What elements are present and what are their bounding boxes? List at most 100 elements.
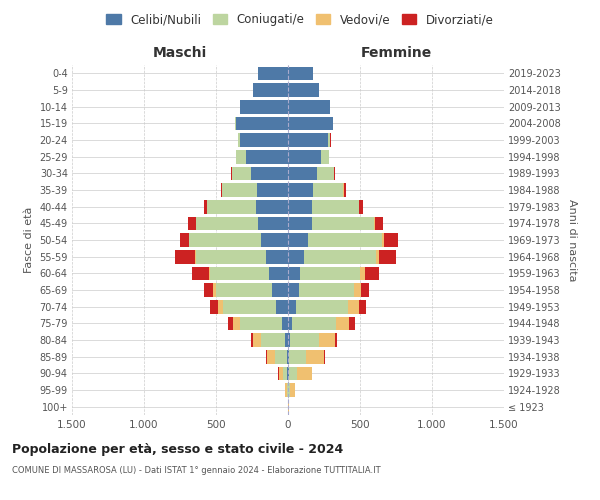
- Y-axis label: Anni di nascita: Anni di nascita: [566, 198, 577, 281]
- Bar: [304, 250, 376, 264]
- Bar: [256, 200, 288, 213]
- Bar: [359, 200, 362, 213]
- Bar: [349, 316, 355, 330]
- Bar: [287, 366, 288, 380]
- Bar: [361, 283, 370, 297]
- Bar: [290, 333, 319, 347]
- Bar: [288, 250, 304, 264]
- Bar: [296, 300, 348, 314]
- Bar: [288, 183, 313, 197]
- Bar: [288, 200, 313, 213]
- Bar: [288, 400, 289, 413]
- Bar: [289, 366, 298, 380]
- Bar: [257, 183, 288, 197]
- Bar: [251, 333, 253, 347]
- Bar: [238, 133, 241, 147]
- Bar: [208, 200, 256, 213]
- Bar: [191, 266, 209, 280]
- Bar: [328, 133, 331, 147]
- Bar: [188, 216, 196, 230]
- Bar: [360, 266, 365, 280]
- Bar: [246, 150, 288, 164]
- Bar: [277, 300, 288, 314]
- Bar: [288, 300, 296, 314]
- Bar: [288, 366, 289, 380]
- Text: COMUNE DI MASSAROSA (LU) - Dati ISTAT 1° gennaio 2024 - Elaborazione TUTTITALIA.: COMUNE DI MASSAROSA (LU) - Dati ISTAT 1°…: [12, 466, 380, 475]
- Bar: [359, 300, 366, 314]
- Bar: [216, 283, 272, 297]
- Bar: [213, 283, 216, 297]
- Bar: [288, 83, 319, 97]
- Bar: [223, 183, 257, 197]
- Bar: [324, 350, 325, 364]
- Bar: [375, 216, 383, 230]
- Bar: [335, 333, 337, 347]
- Bar: [344, 183, 346, 197]
- Bar: [195, 250, 196, 264]
- Bar: [205, 200, 207, 213]
- Bar: [335, 316, 349, 330]
- Bar: [292, 316, 335, 330]
- Bar: [288, 233, 308, 247]
- Bar: [288, 216, 312, 230]
- Bar: [236, 150, 246, 164]
- Bar: [190, 233, 262, 247]
- Bar: [196, 250, 266, 264]
- Bar: [308, 233, 382, 247]
- Bar: [299, 283, 353, 297]
- Bar: [262, 233, 288, 247]
- Bar: [288, 333, 290, 347]
- Bar: [332, 116, 334, 130]
- Bar: [235, 116, 236, 130]
- Bar: [287, 350, 288, 364]
- Bar: [382, 233, 384, 247]
- Bar: [288, 133, 328, 147]
- Bar: [288, 150, 321, 164]
- Bar: [175, 250, 195, 264]
- Bar: [267, 350, 275, 364]
- Bar: [288, 116, 332, 130]
- Bar: [253, 83, 288, 97]
- Bar: [221, 183, 223, 197]
- Bar: [334, 166, 335, 180]
- Bar: [286, 383, 287, 397]
- Bar: [240, 316, 281, 330]
- Bar: [312, 216, 374, 230]
- Bar: [218, 300, 223, 314]
- Bar: [180, 233, 189, 247]
- Text: Maschi: Maschi: [153, 46, 207, 60]
- Bar: [272, 283, 288, 297]
- Bar: [288, 266, 299, 280]
- Bar: [209, 266, 210, 280]
- Bar: [288, 316, 292, 330]
- Bar: [241, 100, 288, 114]
- Bar: [232, 166, 251, 180]
- Bar: [288, 166, 317, 180]
- Bar: [231, 166, 232, 180]
- Bar: [204, 283, 213, 297]
- Bar: [288, 283, 299, 297]
- Bar: [285, 333, 288, 347]
- Bar: [379, 250, 396, 264]
- Bar: [374, 216, 375, 230]
- Bar: [210, 266, 269, 280]
- Bar: [253, 333, 260, 347]
- Bar: [353, 283, 361, 297]
- Bar: [313, 183, 343, 197]
- Bar: [384, 233, 398, 247]
- Bar: [321, 150, 329, 164]
- Bar: [317, 166, 334, 180]
- Bar: [376, 250, 379, 264]
- Bar: [210, 300, 218, 314]
- Bar: [281, 316, 288, 330]
- Bar: [251, 166, 288, 180]
- Bar: [266, 250, 288, 264]
- Bar: [223, 300, 277, 314]
- Bar: [289, 350, 307, 364]
- Bar: [298, 366, 312, 380]
- Bar: [233, 316, 240, 330]
- Bar: [289, 383, 290, 397]
- Bar: [258, 66, 288, 80]
- Bar: [258, 216, 288, 230]
- Bar: [236, 116, 288, 130]
